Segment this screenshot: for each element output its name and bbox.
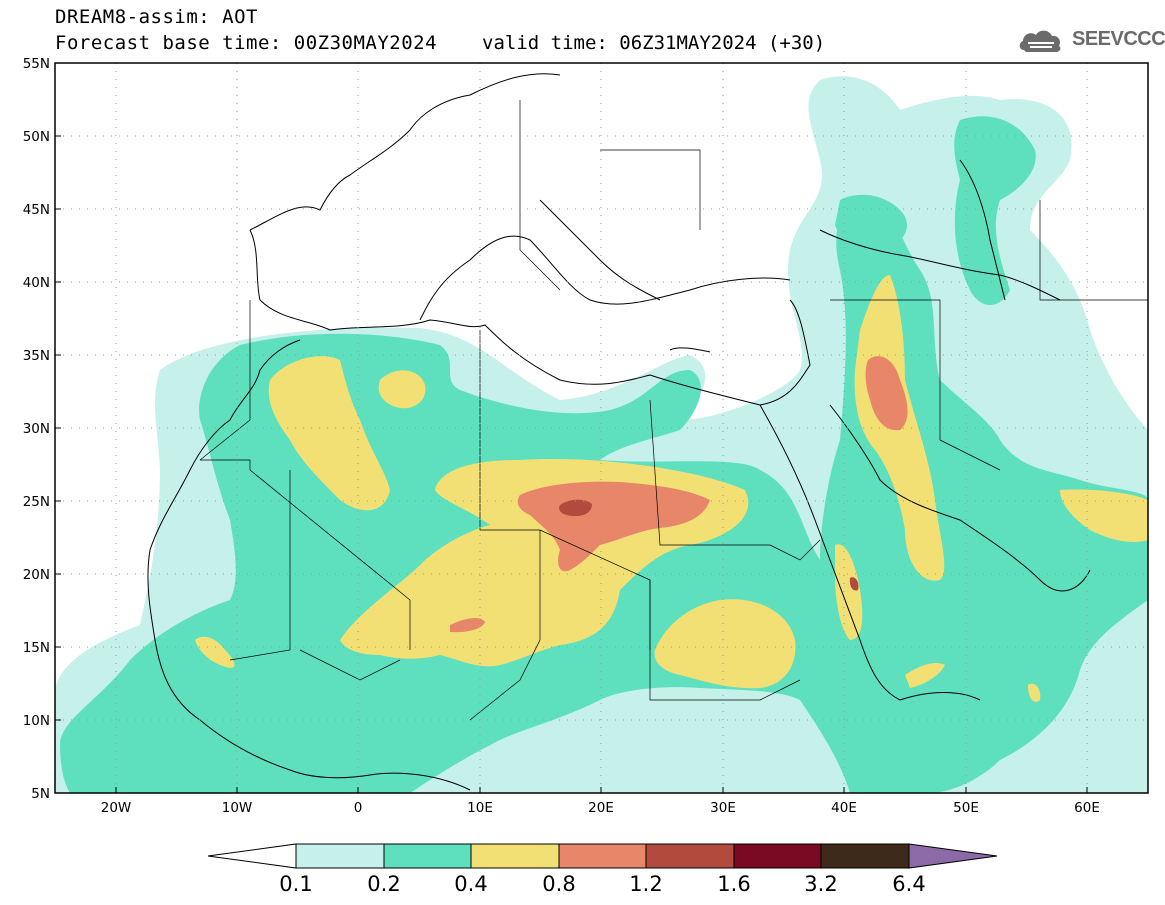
aot-level-0.8-area [865, 356, 908, 431]
lon-label: 10E [467, 800, 493, 816]
lat-label: 25N [23, 494, 50, 510]
aot-level-0.4-area [268, 356, 390, 511]
colorbar-swatch [383, 843, 472, 869]
lon-label: 50E [953, 800, 979, 816]
colorbar [207, 843, 998, 869]
lon-label: 30E [710, 800, 736, 816]
map-title: DREAM8-assim: AOT [55, 6, 258, 28]
aot-level-0.8-area [450, 618, 485, 633]
aot-level-0.2-area [954, 116, 1036, 305]
colorbar-label: 0.4 [454, 872, 488, 896]
aot-level-0.4-area [905, 663, 945, 688]
aot-level-0.4-area [195, 636, 235, 668]
colorbar-label: 0.8 [542, 872, 576, 896]
graticule [55, 63, 1148, 793]
colorbar-label: 6.4 [892, 872, 926, 896]
borders [199, 100, 1148, 721]
aot-level-0.4-area [1060, 489, 1148, 542]
colorbar-swatch [470, 843, 560, 869]
lon-label: 20E [588, 800, 614, 816]
lat-label: 35N [23, 348, 50, 364]
lon-label: 40E [831, 800, 857, 816]
latitude-labels: 55N 50N 45N 40N 35N 30N 25N 20N 15N 10N … [23, 56, 50, 802]
colorbar-swatch [295, 843, 385, 869]
lat-label: 50N [23, 129, 50, 145]
colorbar-label: 1.6 [717, 872, 751, 896]
seevccc-logo-text: SEEVCCC [1072, 28, 1165, 50]
aot-level-0.2-area [835, 194, 908, 250]
dust-field [55, 76, 1148, 793]
forecast-base-time: Forecast base time: 00Z30MAY2024 [55, 32, 438, 54]
lat-label: 45N [23, 202, 50, 218]
colorbar-swatch [820, 843, 910, 869]
valid-time: valid time: 06Z31MAY2024 (+30) [482, 32, 826, 54]
colorbar-label: 0.1 [279, 872, 313, 896]
aot-level-0.4-area [1028, 683, 1041, 702]
lon-label: 60E [1074, 800, 1100, 816]
colorbar-swatch [645, 843, 735, 869]
aot-level-1.2-area [559, 499, 592, 517]
lon-label: 0 [354, 800, 363, 816]
lat-label: 15N [23, 640, 50, 656]
colorbar-right-arrow [908, 843, 998, 869]
lat-label: 40N [23, 275, 50, 291]
colorbar-label: 0.2 [367, 872, 401, 896]
lon-label: 20W [101, 800, 132, 816]
lat-label: 5N [31, 786, 50, 802]
coastlines [147, 73, 1091, 791]
lat-label: 10N [23, 713, 50, 729]
colorbar-swatch [733, 843, 822, 869]
longitude-labels: 20W 10W 0 10E 20E 30E 40E 50E 60E [101, 800, 1100, 816]
lat-label: 20N [23, 567, 50, 583]
colorbar-label: 3.2 [804, 872, 838, 896]
colorbar-swatch [558, 843, 647, 869]
aot-level-0.4-area [654, 599, 796, 689]
aot-level-1.2-area [849, 577, 859, 591]
cloud-icon [1019, 30, 1061, 52]
lat-label: 30N [23, 421, 50, 437]
aot-level-0.4-area [378, 370, 426, 409]
lon-label: 10W [222, 800, 253, 816]
lat-label: 55N [23, 56, 50, 72]
colorbar-left-arrow [207, 843, 297, 869]
colorbar-label: 1.2 [629, 872, 663, 896]
axis-ticks [55, 62, 1088, 793]
aot-level-0.4-area [835, 544, 863, 640]
